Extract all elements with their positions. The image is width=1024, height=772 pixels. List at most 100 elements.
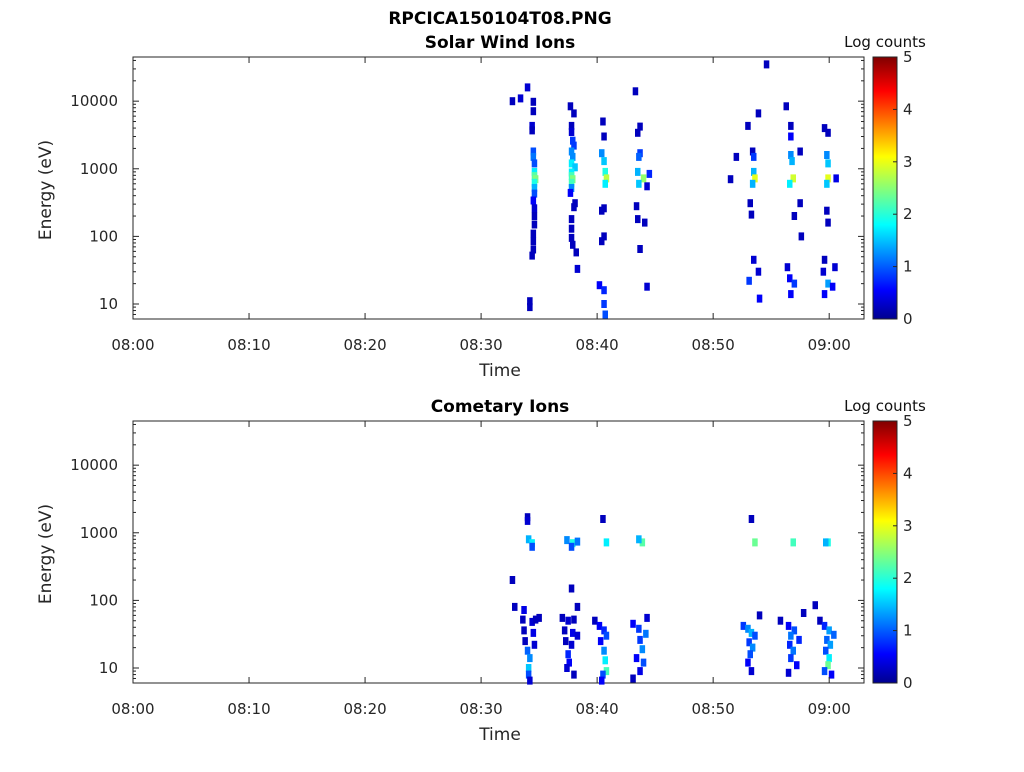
spectrogram-cell: [745, 658, 751, 667]
spectrogram-cell: [789, 157, 795, 166]
spectrogram-cell: [571, 203, 577, 212]
x-tick-label: 08:30: [459, 700, 502, 718]
spectrogram-cell: [756, 611, 763, 620]
colorbar-tick-label: 5: [903, 412, 913, 430]
spectrogram-cell: [517, 94, 524, 103]
spectrogram-cell: [783, 102, 789, 111]
spectrogram-cell: [752, 538, 758, 547]
spectrogram-cell: [563, 637, 569, 646]
spectrogram-cell: [825, 279, 831, 288]
spectrogram-cell: [788, 151, 794, 159]
spectrogram-cell: [796, 635, 802, 644]
spectrogram-cell: [788, 631, 794, 640]
spectrogram-cell: [529, 126, 535, 135]
spectrogram-cell: [561, 626, 568, 635]
spectrogram-cell: [636, 179, 642, 188]
spectrogram-cell: [601, 646, 607, 655]
spectrogram-cell: [601, 626, 607, 635]
spectrogram-cell: [821, 255, 828, 264]
spectrogram-cell: [574, 537, 581, 546]
spectrogram-cell: [527, 303, 533, 312]
spectrogram-cell: [821, 290, 828, 299]
spectrogram-cell: [790, 538, 796, 547]
colorbar-tick-label: 0: [903, 674, 913, 692]
spectrogram-cell: [633, 654, 640, 663]
spectrogram-cell: [784, 263, 791, 272]
spectrogram-cell: [637, 667, 643, 676]
spectrogram-cell: [646, 169, 653, 178]
spectrogram-cell: [574, 631, 581, 640]
spectrogram-cell: [601, 232, 607, 241]
spectrogram-cell: [530, 147, 537, 156]
spectrogram-cell: [826, 654, 832, 663]
x-axis-label: Time: [478, 361, 521, 381]
spectrogram-cell: [531, 178, 538, 187]
y-tick-label: 10000: [70, 92, 118, 110]
spectrogram-cell: [748, 628, 755, 637]
spectrogram-cell: [529, 542, 535, 551]
spectrogram-cell: [531, 204, 538, 213]
spectrogram-cell: [530, 196, 537, 205]
x-tick-label: 08:50: [692, 336, 735, 354]
spectrogram-cell: [522, 637, 528, 646]
spectrogram-cell: [600, 670, 606, 679]
spectrogram-cell: [531, 220, 538, 229]
spectrogram-cell: [751, 255, 757, 264]
x-tick-label: 08:30: [459, 336, 502, 354]
spectrogram-cell: [601, 132, 607, 141]
spectrogram-cell: [635, 215, 641, 224]
spectrogram-cell: [520, 615, 526, 624]
spectrogram-cell: [749, 179, 756, 188]
spectrogram-cell: [565, 616, 571, 625]
plot-area: [132, 56, 865, 320]
spectrogram-cell: [635, 128, 641, 137]
y-tick-label: 100: [89, 227, 118, 245]
spectrogram-cell: [798, 232, 805, 241]
spectrogram-cell: [527, 297, 533, 306]
spectrogram-cell: [787, 179, 793, 188]
spectrogram-cell: [746, 276, 752, 285]
spectrogram-cell: [831, 630, 837, 639]
spectrogram-cell: [568, 121, 575, 130]
spectrogram-cell: [570, 240, 576, 249]
x-axis-label: Time: [478, 725, 521, 745]
spectrogram-cell: [602, 179, 608, 188]
spectrogram-cell: [727, 175, 734, 184]
spectrogram-cell: [788, 654, 794, 663]
spectrogram-cell: [637, 635, 643, 644]
spectrogram-cell: [827, 640, 834, 649]
spectrogram-cell: [639, 645, 646, 654]
spectrogram-cell: [636, 152, 642, 161]
spectrogram-cell: [630, 674, 636, 683]
x-tick-label: 09:00: [808, 700, 851, 718]
figure-title: RPCICA150104T08.PNG: [388, 9, 611, 29]
spectrogram-cell: [823, 538, 829, 547]
colorbar-tick-label: 4: [903, 464, 913, 482]
spectrogram-cell: [571, 615, 577, 624]
y-tick-label: 1000: [80, 160, 118, 178]
spectrogram-cell: [530, 245, 537, 254]
spectrogram-cell: [574, 602, 581, 611]
spectrogram-cell: [525, 670, 532, 679]
spectrogram-cell: [825, 128, 831, 137]
spectrogram-cell: [529, 617, 535, 626]
spectrogram-cell: [637, 122, 643, 131]
spectrogram-cell: [644, 282, 650, 291]
y-tick-label: 10: [99, 295, 118, 313]
spectrogram-cell: [531, 189, 538, 198]
plot-area: [132, 420, 865, 684]
spectrogram-cell: [824, 206, 830, 215]
spectrogram-cell: [826, 626, 832, 635]
spectrogram-cell: [632, 87, 639, 96]
spectrogram-cell: [524, 646, 531, 655]
spectrogram-cell: [529, 121, 535, 130]
panel-title: Cometary Ions: [431, 397, 570, 417]
spectrogram-cell: [599, 149, 605, 158]
spectrogram-cell: [820, 267, 827, 276]
spectrogram-cell: [574, 264, 581, 273]
spectrogram-cell: [567, 102, 574, 111]
spectrogram-cell: [788, 290, 794, 299]
spectrogram-cell: [748, 210, 755, 219]
